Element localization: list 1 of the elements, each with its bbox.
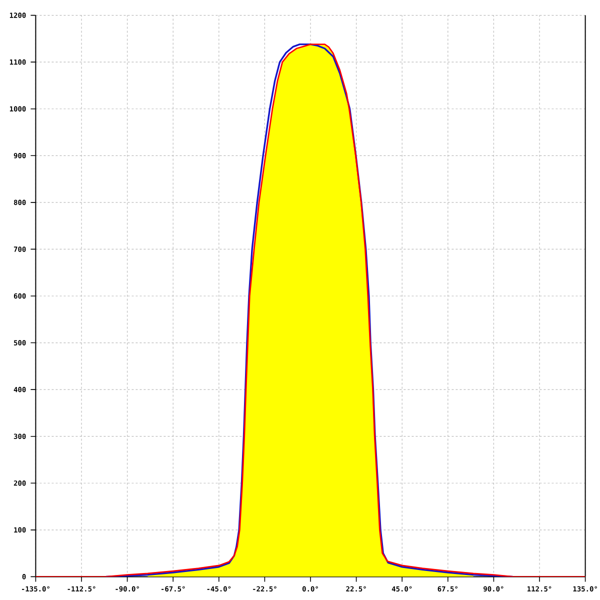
line-series [105, 43, 514, 577]
